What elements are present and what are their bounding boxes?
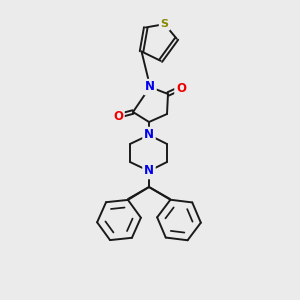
Text: O: O	[113, 110, 123, 122]
Text: N: N	[144, 164, 154, 178]
Text: N: N	[144, 128, 154, 142]
Text: N: N	[145, 80, 155, 94]
Text: S: S	[160, 19, 169, 29]
Text: O: O	[176, 82, 186, 94]
